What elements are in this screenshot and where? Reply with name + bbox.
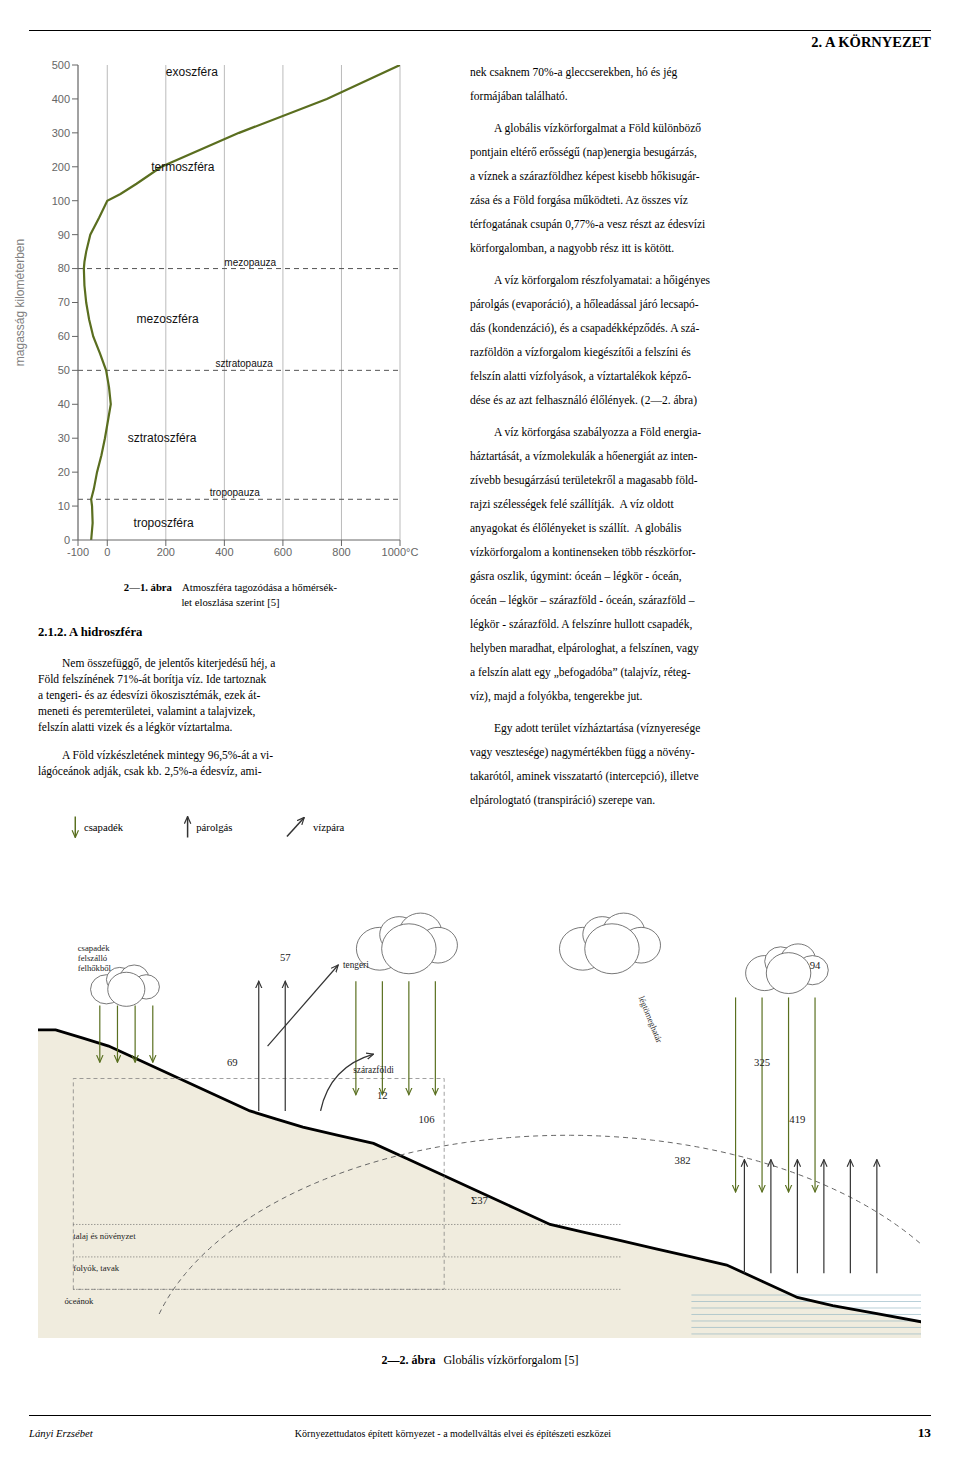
svg-text:100: 100 (52, 195, 70, 207)
html-text:elpárologtató (transpiráció) s: elpárologtató (transpiráció) szerepe van… (470, 794, 656, 806)
html-text:a tengeri- és az édesvízi ökos: a tengeri- és az édesvízi ökoszisztémák,… (38, 689, 261, 701)
html-text:dése és az azt felhasználó élő: dése és az azt felhasználó élőlények. (2… (470, 394, 697, 406)
html-text:2—1. ábra: 2—1. ábra (123, 581, 172, 593)
svg-text:30: 30 (58, 432, 70, 444)
html-text:A víz körforgalom részfolyamat: A víz körforgalom részfolyamatai: a hőig… (494, 274, 710, 286)
html-text:háztartását, a vízmolekulák a: háztartását, a vízmolekulák a hőenergiát… (470, 450, 698, 462)
svg-text:tropopauza: tropopauza (210, 487, 260, 498)
svg-text:94: 94 (810, 959, 821, 971)
svg-text:mezopauza: mezopauza (224, 257, 276, 268)
svg-text:50: 50 (58, 364, 70, 376)
html-text:óceán – légkör – szárazföld -: óceán – légkör – szárazföld - óceán, szá… (470, 594, 695, 606)
html-text:2.1.2. A hidroszféra: 2.1.2. A hidroszféra (38, 625, 143, 639)
html-text:vízkörforgalom a kontinenseken: vízkörforgalom a kontinenseken több rész… (470, 546, 696, 558)
svg-text:200: 200 (157, 546, 175, 558)
html-text:helyben maradhat, elpárologhat: helyben maradhat, elpárologhat, a felszí… (470, 642, 699, 654)
svg-text:106: 106 (419, 1113, 436, 1125)
html-text:anyagokat és élőlényeket is sz: anyagokat és élőlényeket is szállít. A g… (470, 522, 682, 534)
html-text:A globális vízkörforgalmat a F: A globális vízkörforgalmat a Föld különb… (494, 122, 702, 134)
html-text:pontjain eltérő erősségű (nap): pontjain eltérő erősségű (nap)energia be… (470, 146, 697, 158)
svg-text:-100: -100 (67, 546, 89, 558)
svg-text:300: 300 (52, 127, 70, 139)
html-text:gásra oszlik, úgymint: óceán –: gásra oszlik, úgymint: óceán – légkör - … (470, 570, 682, 582)
svg-text:óceánok: óceánok (64, 1296, 94, 1306)
html-text:meneti és peremterületei, vala: meneti és peremterületei, valamint a tal… (38, 705, 256, 717)
html-text:Lányi Erzsébet: Lányi Erzsébet (29, 1427, 93, 1439)
html-text:2—2. ábra: 2—2. ábra (381, 1353, 436, 1367)
svg-text:20: 20 (58, 466, 70, 478)
html-text:formájában található.: formájában található. (470, 90, 568, 102)
svg-text:vízpára: vízpára (313, 821, 345, 833)
html-text:lágóceánok adják, csak kb. 2,5: lágóceánok adják, csak kb. 2,5%-a édesví… (38, 765, 262, 777)
svg-text:1000°C: 1000°C (382, 546, 419, 558)
svg-text:légtömeghatár: légtömeghatár (637, 994, 665, 1044)
svg-text:382: 382 (675, 1154, 691, 1166)
svg-text:400: 400 (215, 546, 233, 558)
svg-text:mezoszféra: mezoszféra (137, 312, 199, 326)
svg-text:60: 60 (58, 330, 70, 342)
svg-text:70: 70 (58, 296, 70, 308)
html-text:vagy vesztesége) nagymértékben: vagy vesztesége) nagymértékben függ a nö… (470, 746, 695, 758)
svg-text:0: 0 (104, 546, 110, 558)
svg-text:exoszféra: exoszféra (166, 65, 218, 79)
html-text:Globális vízkörforgalom [5]: Globális vízkörforgalom [5] (443, 1353, 579, 1367)
svg-text:12: 12 (377, 1089, 388, 1101)
html-text:zása és a Föld forgása működte: zása és a Föld forgása működteti. Az öss… (470, 194, 688, 206)
svg-text:419: 419 (789, 1113, 805, 1125)
svg-text:tengeri: tengeri (343, 960, 369, 970)
html-text:a felszín alatt egy „befogadób: a felszín alatt egy „befogadóba” (talajv… (470, 666, 691, 678)
svg-text:csapadékfelszállófelhőkből: csapadékfelszállófelhőkből (78, 943, 112, 973)
svg-text:párolgás: párolgás (196, 821, 232, 833)
html-text:Föld felszínének 71%-át borítj: Föld felszínének 71%-át borítja víz. Ide… (38, 673, 267, 685)
svg-text:40: 40 (58, 398, 70, 410)
html-text:a víznek a szárazföldhez képes: a víznek a szárazföldhez képest kisebb h… (470, 170, 700, 182)
svg-text:90: 90 (58, 229, 70, 241)
html-text:Környezettudatos épített körny: Környezettudatos épített környezet - a m… (294, 1428, 612, 1439)
html-text:Nem összefüggő, de jelentős ki: Nem összefüggő, de jelentős kiterjedésű … (62, 657, 276, 669)
html-text:A Föld vízkészletének mintegy: A Föld vízkészletének mintegy 96,5%-át a… (62, 749, 274, 761)
html-text:rajzi szélességek felé szállít: rajzi szélességek felé szállítják. A víz… (470, 498, 674, 510)
svg-text:Σ37: Σ37 (471, 1194, 489, 1206)
svg-text:10: 10 (58, 500, 70, 512)
html-text:takarótól, aminek visszatartó: takarótól, aminek visszatartó (intercepc… (470, 770, 699, 782)
html-text:Atmoszféra tagozódása a hőmérs: Atmoszféra tagozódása a hőmérsék- (181, 581, 338, 593)
html-text:légkör - szárazföld. A felszín: légkör - szárazföld. A felszínre hullott… (470, 618, 693, 630)
html-text:zívebb besugárzású területekrő: zívebb besugárzású területekről a magasa… (470, 474, 698, 486)
html-text:nek csaknem 70%-a gleccserekbe: nek csaknem 70%-a gleccserekben, hó és j… (470, 66, 678, 78)
html-text:razföldön a vízforgalom kiegés: razföldön a vízforgalom kiegészítői a fe… (470, 346, 691, 358)
svg-text:800: 800 (332, 546, 350, 558)
html-text:térfogatának csupán 0,77%-a ve: térfogatának csupán 0,77%-a vesz részt a… (470, 218, 706, 230)
svg-text:sztratopauza: sztratopauza (216, 358, 274, 369)
svg-text:folyók, tavak: folyók, tavak (73, 1263, 119, 1273)
html-text:2. A KÖRNYEZET: 2. A KÖRNYEZET (811, 34, 931, 50)
html-text:felszín alatti vízfolyások, a: felszín alatti vízfolyások, a víztartalé… (470, 370, 691, 382)
svg-text:0: 0 (64, 534, 70, 546)
html-text:víz), majd a folyókba, tengere: víz), majd a folyókba, tengerekbe jut. (470, 690, 643, 702)
html-text:let eloszlása szerint [5]: let eloszlása szerint [5] (181, 596, 280, 608)
svg-text:termoszféra: termoszféra (151, 160, 215, 174)
html-text:körforgalomban, a nagyobb rész: körforgalomban, a nagyobb rész itt is kö… (470, 242, 675, 254)
svg-text:troposzféra: troposzféra (134, 516, 194, 530)
html-text:dás (kondenzáció), és a csapad: dás (kondenzáció), és a csapadékképződés… (470, 322, 700, 334)
html-text:párolgás (evaporáció), a hőlea: párolgás (evaporáció), a hőleadással jár… (470, 298, 699, 310)
svg-text:600: 600 (274, 546, 292, 558)
html-text:A víz körforgása szabályozza a: A víz körforgása szabályozza a Föld ener… (494, 426, 702, 438)
svg-text:csapadék: csapadék (84, 821, 124, 833)
html-text:Egy adott terület vízháztartás: Egy adott terület vízháztartása (víznyer… (494, 722, 701, 734)
svg-text:400: 400 (52, 93, 70, 105)
svg-text:500: 500 (52, 59, 70, 71)
svg-text:325: 325 (754, 1056, 770, 1068)
html-text:felszín alatti vizek és a légk: felszín alatti vizek és a légkör víztart… (38, 721, 233, 733)
svg-text:magasság kilométerben: magasság kilométerben (13, 239, 27, 366)
html-text:13: 13 (917, 1425, 931, 1440)
svg-text:talaj és növényzet: talaj és növényzet (73, 1231, 136, 1241)
svg-text:sztratoszféra: sztratoszféra (128, 431, 197, 445)
svg-text:69: 69 (227, 1056, 238, 1068)
svg-text:szárazföldi: szárazföldi (353, 1065, 394, 1075)
svg-text:200: 200 (52, 161, 70, 173)
svg-text:57: 57 (280, 951, 291, 963)
svg-text:80: 80 (58, 262, 70, 274)
